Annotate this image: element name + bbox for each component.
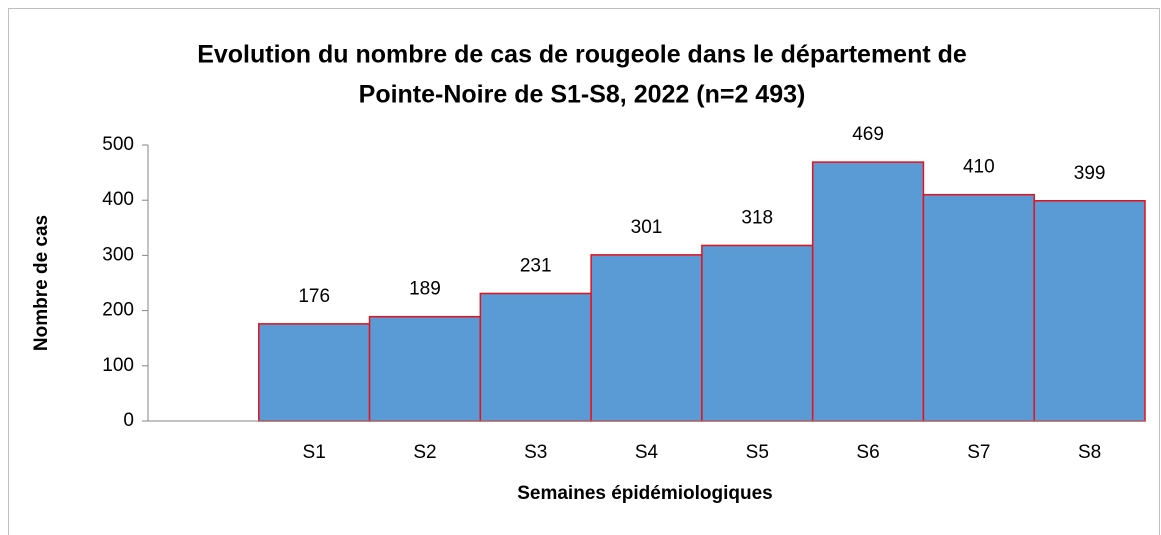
value-label: 176 (298, 286, 330, 307)
x-tick-label: S3 (524, 442, 547, 463)
bar (368, 315, 482, 422)
value-label: 469 (852, 124, 884, 145)
bar (1033, 200, 1146, 422)
chart-title: Pointe-Noire de S1-S8, 2022 (n=2 493) (359, 81, 806, 109)
chart-border (8, 8, 1160, 535)
y-tick-label: 0 (123, 410, 134, 431)
bar (811, 161, 925, 422)
value-label: 399 (1074, 163, 1106, 184)
y-tick-label: 400 (102, 189, 134, 210)
x-tick-label: S7 (967, 442, 990, 463)
y-axis-title: Nombre de cas (31, 215, 52, 351)
x-tick-label: S5 (746, 442, 769, 463)
x-tick-label: S8 (1078, 442, 1101, 463)
x-axis-title: Semaines épidémiologiques (517, 483, 773, 504)
x-tick-label: S6 (856, 442, 879, 463)
bar (479, 292, 592, 422)
bar (922, 193, 1035, 422)
y-tick-label: 200 (102, 300, 134, 321)
x-tick-label: S4 (635, 442, 659, 463)
value-label: 231 (520, 256, 552, 277)
y-tick-label: 500 (102, 134, 134, 155)
chart-title: Evolution du nombre de cas de rougeole d… (197, 41, 967, 69)
x-tick-label: S2 (413, 442, 436, 463)
x-tick-label: S1 (303, 442, 326, 463)
value-label: 410 (963, 157, 995, 178)
y-tick-label: 100 (102, 355, 134, 376)
bar (701, 244, 814, 422)
y-tick-label: 300 (102, 244, 134, 265)
bar (590, 254, 703, 422)
value-label: 318 (741, 207, 773, 228)
value-label: 189 (409, 279, 441, 300)
bar (258, 323, 371, 422)
value-label: 301 (631, 217, 663, 238)
